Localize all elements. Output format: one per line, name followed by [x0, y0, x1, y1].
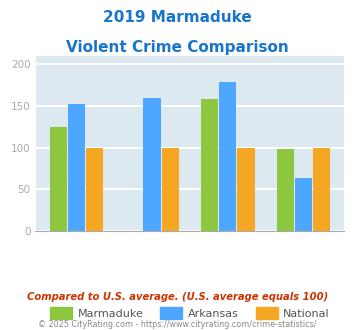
Bar — [86, 148, 103, 231]
Bar — [143, 98, 161, 231]
Bar — [295, 178, 312, 231]
Bar — [277, 148, 294, 231]
Text: Compared to U.S. average. (U.S. average equals 100): Compared to U.S. average. (U.S. average … — [27, 292, 328, 302]
Bar — [50, 127, 67, 231]
Bar — [201, 99, 218, 231]
Bar — [162, 148, 179, 231]
Bar — [68, 104, 85, 231]
Text: Violent Crime Comparison: Violent Crime Comparison — [66, 40, 289, 54]
Legend: Marmaduke, Arkansas, National: Marmaduke, Arkansas, National — [45, 303, 334, 323]
Text: © 2025 CityRating.com - https://www.cityrating.com/crime-statistics/: © 2025 CityRating.com - https://www.city… — [38, 320, 317, 329]
Bar — [313, 148, 330, 231]
Bar — [219, 82, 236, 231]
Bar — [237, 148, 255, 231]
Text: 2019 Marmaduke: 2019 Marmaduke — [103, 10, 252, 25]
